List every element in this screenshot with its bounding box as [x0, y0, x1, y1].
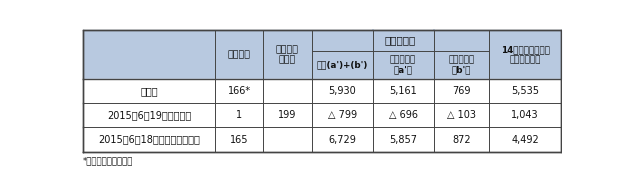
- Text: *中国での症例を含む: *中国での症例を含む: [83, 156, 133, 165]
- Text: 5,857: 5,857: [389, 135, 417, 145]
- Text: 確定患者: 確定患者: [228, 50, 251, 59]
- Text: 院内隔離者
（b'）: 院内隔離者 （b'）: [449, 55, 475, 74]
- Text: 5,535: 5,535: [511, 86, 539, 96]
- Text: 14日間の健康監視
を完了した者: 14日間の健康監視 を完了した者: [500, 45, 550, 64]
- Text: 2015年6月19日の報告数: 2015年6月19日の報告数: [107, 110, 191, 120]
- Text: 1,043: 1,043: [511, 110, 539, 120]
- Text: 872: 872: [452, 135, 471, 145]
- Text: 6,729: 6,729: [328, 135, 356, 145]
- Text: 165: 165: [230, 135, 248, 145]
- Text: 2015年6月18日までの報告総数: 2015年6月18日までの報告総数: [98, 135, 200, 145]
- Text: 769: 769: [452, 86, 470, 96]
- Text: 5,161: 5,161: [389, 86, 417, 96]
- Text: 199: 199: [278, 110, 296, 120]
- Text: 実施中の
検査数: 実施中の 検査数: [276, 45, 299, 64]
- Text: △ 103: △ 103: [447, 110, 476, 120]
- Text: 累計数: 累計数: [140, 86, 158, 96]
- Text: 5,930: 5,930: [328, 86, 356, 96]
- Text: 1: 1: [236, 110, 242, 120]
- Text: 4,492: 4,492: [511, 135, 539, 145]
- Text: 自宅隔離者
（a'）: 自宅隔離者 （a'）: [390, 55, 416, 74]
- Text: △ 696: △ 696: [389, 110, 417, 120]
- Text: 総数(a')+(b'): 総数(a')+(b'): [316, 60, 368, 69]
- Text: 166*: 166*: [228, 86, 251, 96]
- Text: △ 799: △ 799: [328, 110, 357, 120]
- Text: 濃厚接触者: 濃厚接触者: [385, 36, 416, 46]
